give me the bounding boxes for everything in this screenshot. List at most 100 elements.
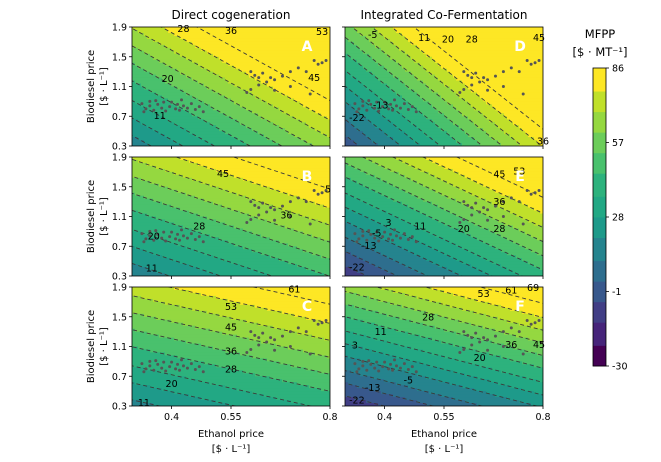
contour-cell	[459, 113, 463, 117]
contour-cell	[321, 134, 325, 138]
contour-cell	[159, 44, 163, 49]
contour-cell	[249, 38, 253, 43]
data-point	[304, 70, 308, 74]
contour-cell	[288, 74, 292, 79]
contour-cell	[201, 104, 205, 108]
contour-cell	[453, 107, 457, 111]
contour-cell	[465, 134, 469, 138]
contour-cell	[444, 47, 448, 52]
contour-cell	[165, 68, 169, 73]
contour-cell	[474, 59, 478, 64]
contour-cell	[423, 116, 427, 120]
contour-cell	[297, 44, 301, 49]
contour-cell	[132, 27, 136, 31]
contour-cell	[318, 122, 322, 126]
contour-cell	[486, 32, 490, 37]
contour-cell	[291, 128, 295, 132]
contour-cell	[228, 137, 232, 141]
contour-cell	[480, 62, 484, 67]
contour-cell	[378, 134, 382, 138]
contour-cell	[471, 128, 475, 132]
contour-cell	[210, 140, 214, 144]
contour-cell	[291, 32, 295, 37]
contour-cell	[261, 101, 265, 105]
contour-cell	[462, 83, 466, 88]
contour-cell	[258, 41, 262, 46]
contour-cell	[207, 38, 211, 43]
contour-cell	[315, 137, 319, 141]
contour-cell	[252, 83, 256, 88]
contour-cell	[429, 92, 433, 97]
contour-cell	[246, 122, 250, 126]
contour-cell	[252, 59, 256, 64]
contour-cell	[171, 38, 175, 43]
contour-cell	[195, 137, 199, 141]
contour-cell	[453, 140, 457, 144]
contour-cell	[348, 131, 352, 135]
contour-cell	[426, 92, 430, 97]
contour-cell	[294, 38, 298, 43]
contour-cell	[477, 98, 481, 102]
contour-cell	[198, 80, 202, 85]
contour-cell	[498, 125, 502, 129]
contour-cell	[210, 74, 214, 79]
contour-cell	[168, 80, 172, 85]
contour-cell	[324, 143, 328, 146]
contour-cell	[300, 74, 304, 79]
contour-cell	[507, 128, 511, 132]
contour-cell	[261, 131, 265, 135]
contour-cell	[402, 95, 406, 99]
contour-cell	[510, 35, 514, 40]
contour-cell	[465, 140, 469, 144]
contour-cell	[285, 56, 289, 61]
contour-cell	[456, 89, 460, 94]
contour-cell	[513, 92, 517, 97]
contour-cell	[135, 62, 139, 67]
contour-cell	[513, 44, 517, 49]
contour-cell	[351, 62, 355, 67]
contour-cell	[204, 116, 208, 120]
contour-cell	[195, 35, 199, 40]
contour-cell	[354, 119, 358, 123]
contour-cell	[258, 65, 262, 70]
contour-cell	[456, 107, 460, 111]
contour-cell	[480, 107, 484, 111]
contour-cell	[435, 95, 439, 99]
contour-cell	[255, 101, 259, 105]
contour-cell	[393, 122, 397, 126]
contour-cell	[141, 143, 145, 146]
contour-cell	[237, 128, 241, 132]
contour-cell	[195, 116, 199, 120]
contour-cell	[495, 137, 499, 141]
contour-cell	[306, 131, 310, 135]
contour-cell	[432, 116, 436, 120]
contour-cell	[207, 32, 211, 37]
contour-cell	[318, 59, 322, 64]
contour-cell	[477, 119, 481, 123]
contour-cell	[462, 35, 466, 40]
contour-cell	[159, 29, 163, 34]
y-tick-label: 1.1	[112, 82, 127, 93]
contour-cell	[315, 122, 319, 126]
contour-cell	[240, 35, 244, 40]
contour-cell	[483, 143, 487, 146]
contour-cell	[147, 113, 151, 117]
contour-cell	[270, 80, 274, 85]
contour-cell	[450, 134, 454, 138]
contour-cell	[402, 86, 406, 91]
contour-cell	[147, 27, 151, 31]
contour-cell	[435, 110, 439, 114]
contour-cell	[246, 29, 250, 34]
contour-cell	[345, 62, 349, 67]
contour-cell	[510, 98, 514, 102]
contour-cell	[255, 128, 259, 132]
contour-cell	[513, 62, 517, 67]
contour-cell	[189, 92, 193, 97]
contour-cell	[351, 68, 355, 73]
contour-cell	[219, 86, 223, 91]
contour-cell	[492, 119, 496, 123]
contour-cell	[510, 110, 514, 114]
contour-cell	[345, 74, 349, 79]
contour-cell	[492, 68, 496, 73]
contour-cell	[228, 71, 232, 76]
